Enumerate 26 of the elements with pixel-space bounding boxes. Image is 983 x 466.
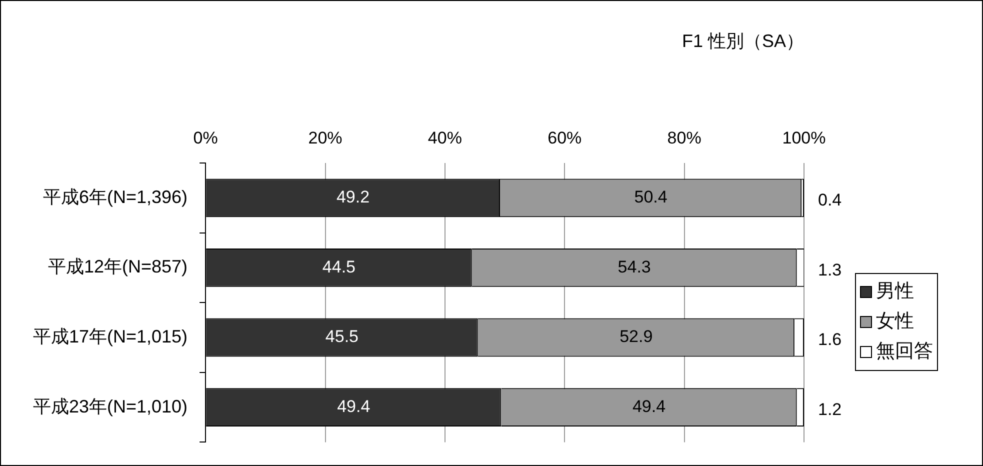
data-label: 54.3 (618, 257, 651, 276)
data-label: 44.5 (322, 257, 356, 276)
data-label: 49.4 (632, 396, 666, 416)
data-label: 45.5 (325, 327, 359, 346)
data-label: 1.6 (818, 330, 842, 350)
data-label: 0.4 (818, 190, 842, 210)
y-tick-label: 平成17年(N=1,015) (32, 326, 188, 346)
y-tick-label: 平成12年(N=857) (48, 256, 188, 277)
text: 無回答 (876, 340, 933, 364)
x-tick-label: 80% (667, 128, 702, 148)
x-tick-label: 20% (308, 128, 342, 148)
data-label: 50.4 (634, 188, 668, 207)
x-tick-label: 40% (428, 128, 462, 148)
x-tick-label: 60% (548, 128, 582, 148)
data-label: 52.9 (620, 327, 653, 346)
legend-label: 男性 (876, 280, 914, 304)
data-label: 49.4 (337, 396, 370, 416)
y-tick-label: 平成6年(N=1,396) (43, 186, 188, 207)
chart-title: F1 性別（SA） (682, 30, 804, 51)
data-label: 1.3 (818, 260, 842, 280)
data-label: 1.2 (818, 400, 842, 419)
x-tick-label: 100% (782, 128, 826, 148)
legend-label: 女性 (876, 310, 914, 334)
data-label: 49.2 (336, 188, 370, 207)
x-tick-label: 0% (193, 128, 218, 148)
y-tick-label: 平成23年(N=1,010) (32, 396, 188, 416)
